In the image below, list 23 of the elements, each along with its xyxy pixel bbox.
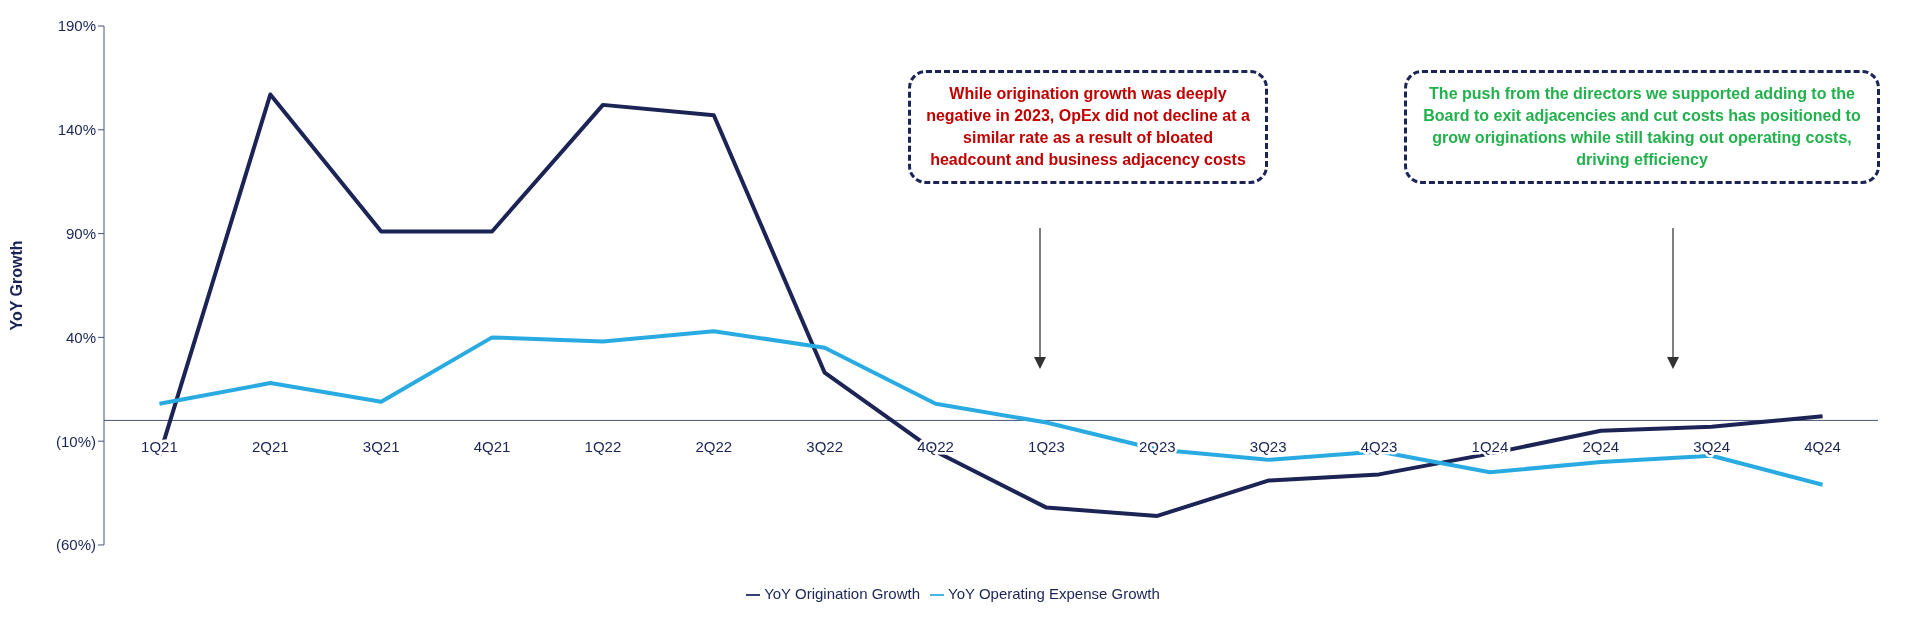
x-tick-label: 2Q22 (695, 438, 733, 456)
x-tick-label: 4Q23 (1360, 438, 1398, 456)
annotation: The push from the directors we supported adding to the Board to exit adjacencies and cut costs has positioned to grow originations while still taking out operating costs, driving efficiency (1404, 70, 1880, 184)
x-tick-label: 1Q22 (584, 438, 622, 456)
legend-label: YoY Origination Growth (764, 584, 921, 602)
y-axis-title: YoY Growth (7, 240, 25, 331)
y-tick-label: (10%) (55, 432, 96, 450)
y-tick-label: 190% (57, 17, 96, 35)
x-tick-label: 1Q23 (1028, 438, 1065, 456)
x-tick-label: 2Q21 (251, 438, 289, 456)
y-tick-label: (60%) (55, 536, 96, 554)
x-tick-label: 4Q24 (1804, 438, 1841, 456)
y-tick-label: 40% (65, 328, 96, 346)
y-tick-label: 90% (65, 224, 96, 242)
x-tick-label: 3Q21 (362, 438, 400, 456)
annotation: While origination growth was deeply negative in 2023, OpEx did not decline at a similar rate as a result of bloated headcount and business adjacency costs (908, 70, 1268, 184)
x-tick-label: 3Q22 (806, 438, 844, 456)
x-tick-label: 3Q24 (1693, 438, 1731, 456)
legend-label: YoY Operating Expense Growth (948, 584, 1160, 602)
x-tick-label: 4Q21 (473, 438, 511, 456)
y-tick-label: 140% (57, 121, 96, 139)
x-tick-label: 2Q24 (1582, 438, 1620, 456)
x-tick-label: 3Q23 (1249, 438, 1287, 456)
